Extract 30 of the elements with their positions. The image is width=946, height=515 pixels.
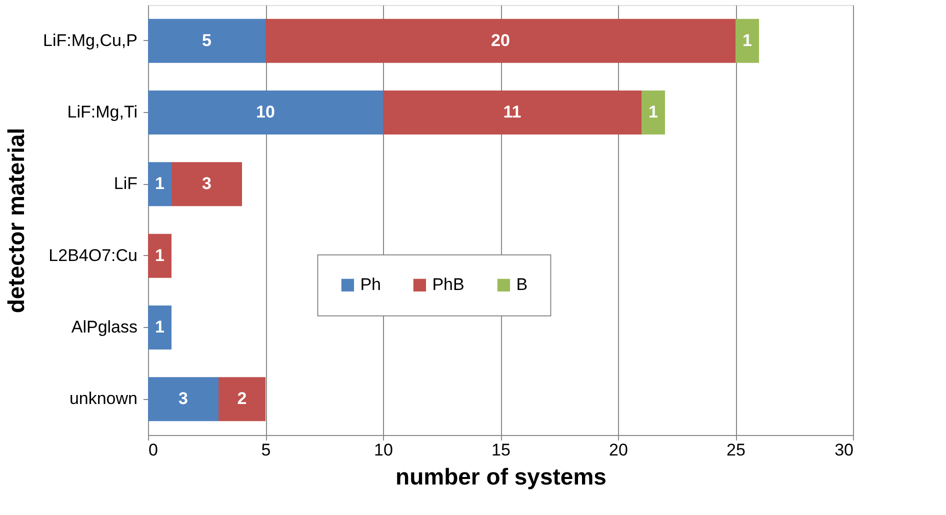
x-tick-label: 30 [834,440,854,460]
data-label: 1 [155,318,164,336]
x-tick-label: 15 [492,440,510,460]
data-label: 11 [503,102,522,122]
data-label: 10 [256,102,275,122]
data-label: 3 [202,174,212,194]
legend-label: B [516,275,528,294]
y-tick-label: L2B4O7:Cu [48,246,138,265]
x-tick-label: 25 [726,440,746,460]
x-axis-title: number of systems [396,464,606,490]
y-tick-label: LiF [114,174,138,194]
y-tick-label: AlPglass [71,318,138,336]
data-label: 5 [202,30,212,50]
data-label: 20 [491,30,510,50]
y-tick-label: LiF:Mg,Cu,P [43,30,138,50]
y-axis-title: detector material [3,128,30,314]
data-label: 3 [178,389,188,408]
legend-label: Ph [360,275,381,294]
data-label: 2 [237,389,247,408]
x-tick-label: 5 [261,440,271,460]
legend-label: PhB [432,275,464,294]
x-tick-label: 10 [374,440,393,460]
y-tick-label: unknown [69,389,138,408]
data-label: 1 [155,174,164,194]
y-tick-label: LiF:Mg,Ti [67,102,138,122]
data-label: 1 [155,246,164,265]
x-tick-label: 20 [609,440,628,460]
x-tick-label: 0 [148,440,158,460]
data-label: 1 [648,102,658,122]
data-label: 1 [742,30,752,50]
